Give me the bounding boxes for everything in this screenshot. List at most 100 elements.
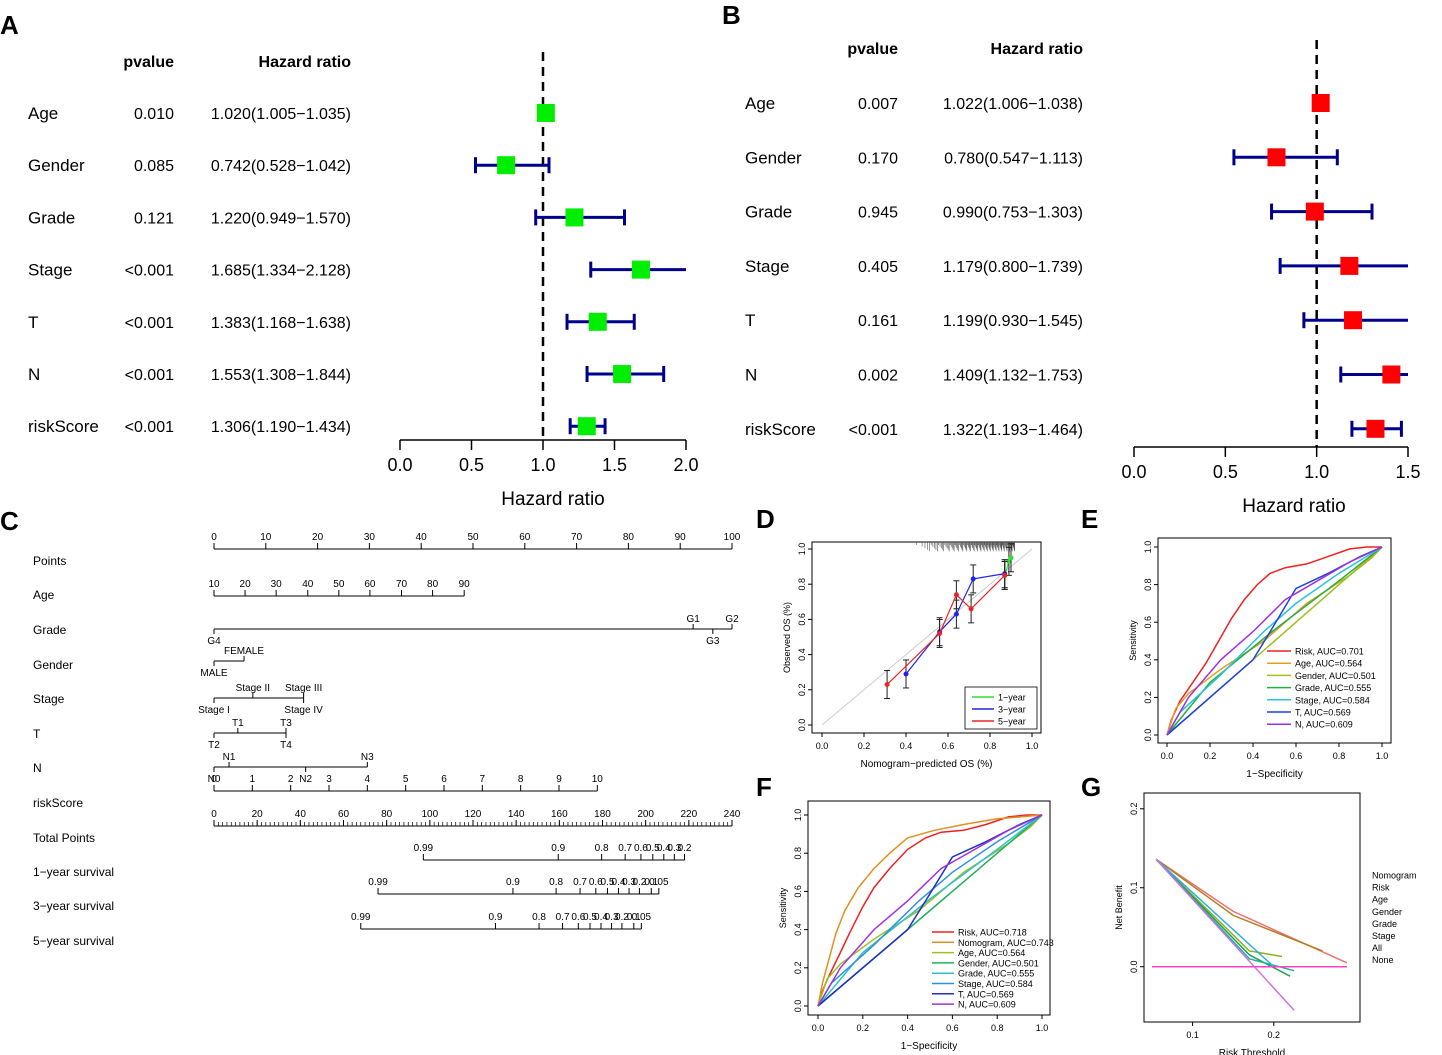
row-label: Stage (745, 257, 789, 276)
panel-label-F: F (756, 772, 772, 802)
nomogram-tick-label: N1 (223, 752, 236, 763)
nomogram-tick-label: 80 (427, 579, 439, 590)
row-label: N (745, 366, 757, 385)
nomogram-tick-label: 140 (508, 809, 525, 820)
hr-marker (1340, 256, 1359, 275)
hr-marker (536, 104, 555, 122)
x-tick-label: 0.0 (387, 455, 412, 475)
legend-label: Gender, AUC=0.501 (1295, 671, 1376, 681)
x-tick-label: 0.0 (812, 1023, 825, 1033)
nomogram-tick-label: 70 (571, 532, 583, 543)
nomogram-tick-label: 0 (211, 809, 217, 820)
nomogram-row-label: Points (33, 554, 66, 568)
legend-label: Risk, AUC=0.718 (958, 928, 1027, 938)
legend-label: 5−year (998, 717, 1026, 727)
x-tick-label: 0.2 (857, 1023, 870, 1033)
x-tick-label: 0.6 (946, 1023, 959, 1033)
x-tick-label: 0.0 (1161, 751, 1174, 761)
nomogram-tick-label: MALE (200, 668, 228, 679)
panel-label-B: B (722, 0, 741, 30)
hr-marker (1267, 148, 1286, 167)
legend-label: T, AUC=0.569 (1295, 708, 1351, 718)
panel-label-G: G (1081, 772, 1101, 802)
row-pvalue: 0.007 (858, 96, 898, 113)
nomogram-tick-label: 3 (326, 774, 332, 785)
nomogram-tick-label: 180 (594, 809, 611, 820)
forest-plot-b: pvalue Hazard ratio Age 0.007 1.022(1.006−1.… (745, 40, 1421, 517)
calibration-point (953, 611, 959, 617)
plot-frame (807, 800, 1051, 1016)
nomogram-row-label: 3−year survival (33, 899, 114, 913)
roc-plot-f: 0.0 0.2 0.4 0.6 0.8 1.0 0.0 0.2 0.4 0.6 0.8 1.0 1−Sp… (778, 800, 1054, 1052)
calibration-line (886, 574, 1006, 685)
row-hazard-ratio: 1.179(0.800−1.739) (943, 259, 1083, 276)
nomogram-tick-label: 200 (637, 809, 654, 820)
nomogram-tick-label: 0.6 (634, 843, 648, 854)
legend-label: Stage, AUC=0.584 (958, 979, 1033, 989)
x-tick-label: 0.1 (1186, 1030, 1199, 1040)
nomogram-tick-label: 0.7 (556, 912, 570, 923)
series-line (1166, 546, 1383, 736)
hr-header: Hazard ratio (259, 54, 352, 71)
nomogram-tick-label: 9 (556, 774, 562, 785)
series-line (1155, 858, 1291, 977)
nomogram-tick-label: 0.5 (583, 912, 597, 923)
row-label: T (28, 313, 38, 332)
x-tick-label: 0.4 (901, 1023, 914, 1033)
y-tick-label: 0.0 (797, 719, 807, 732)
legend-label: Age (1372, 895, 1388, 905)
nomogram-tick-label: 100 (724, 532, 741, 543)
nomogram-tick-label: 1 (250, 774, 256, 785)
x-tick-label: 1.0 (1036, 1023, 1049, 1033)
hr-marker (1305, 202, 1324, 221)
x-tick-label: 0.5 (459, 455, 484, 475)
row-hazard-ratio: 1.685(1.334−2.128) (211, 263, 351, 280)
y-tick-label: 0.2 (1143, 691, 1153, 704)
nomogram-tick-label: 120 (465, 809, 482, 820)
calibration-point (1008, 555, 1014, 561)
x-tick-label: 0.2 (1204, 751, 1217, 761)
panel-label-E: E (1081, 504, 1098, 534)
y-tick-label: 0.6 (1143, 616, 1153, 629)
row-hazard-ratio: 1.306(1.190−1.434) (211, 419, 351, 436)
legend-label: Age, AUC=0.564 (1295, 659, 1362, 669)
legend-label: Gender, AUC=0.501 (958, 958, 1039, 968)
calibration-line (905, 573, 1005, 675)
calibration-point (884, 682, 890, 688)
y-tick-label: 0.2 (793, 962, 803, 975)
legend-label: Nomogram, AUC=0.743 (958, 938, 1054, 948)
nomogram-tick-label: 0.5 (601, 877, 615, 888)
x-tick-label: 0.0 (816, 741, 829, 751)
nomogram-row-label: N (33, 761, 42, 775)
panel-label-D: D (756, 504, 775, 534)
y-tick-label: 1.0 (797, 543, 807, 556)
x-tick-label: 0.6 (1290, 751, 1303, 761)
row-pvalue: <0.001 (125, 419, 174, 436)
hr-marker (577, 417, 596, 436)
nomogram-tick-label: 0.5 (646, 843, 660, 854)
row-hazard-ratio: 1.199(0.930−1.545) (943, 313, 1083, 330)
nomogram-tick-label: 0.1 (644, 877, 658, 888)
x-tick-label: 0.4 (900, 741, 913, 751)
row-hazard-ratio: 0.780(0.547−1.113) (944, 150, 1083, 167)
nomogram-tick-label: 0.4 (657, 843, 671, 854)
row-label: Gender (28, 156, 85, 175)
x-tick-label: 0.4 (1247, 751, 1260, 761)
nomogram-tick-label: 240 (724, 809, 741, 820)
nomogram-tick-label: 0.9 (506, 877, 520, 888)
nomogram-tick-label: 0.9 (488, 912, 502, 923)
row-pvalue: 0.121 (134, 210, 174, 227)
nomogram-tick-label: 0.3 (667, 843, 681, 854)
y-tick-label: 1.0 (793, 809, 803, 822)
row-pvalue: <0.001 (125, 263, 174, 280)
row-label: Grade (28, 208, 75, 227)
nomogram-tick-label: 100 (421, 809, 438, 820)
nomogram-tick-label: 30 (271, 579, 283, 590)
nomogram-tick-label: T4 (280, 740, 292, 751)
nomogram-tick-label: 80 (381, 809, 393, 820)
y-axis-title: Sensitivity (1128, 620, 1138, 661)
nomogram-tick-label: 7 (480, 774, 486, 785)
nomogram-tick-label: 0.4 (612, 877, 626, 888)
row-pvalue: 0.170 (858, 150, 898, 167)
